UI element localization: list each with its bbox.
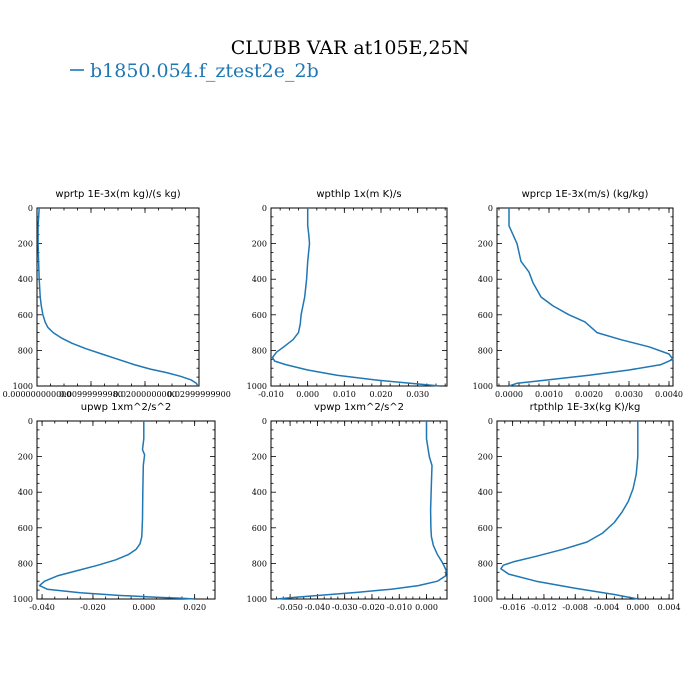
x-tick-label: 0.020 [183,603,206,612]
x-tick-label: -0.030 [332,603,358,612]
y-tick-label: 0 [28,204,33,213]
y-tick-label: 0 [262,204,267,213]
x-tick-label: 0.0010 [535,390,563,399]
x-tick-label: -0.040 [305,603,331,612]
y-tick-label: 400 [478,488,493,497]
panel-title: upwp 1xm^2/s^2 [81,402,171,413]
x-tick-label: -0.016 [500,603,526,612]
y-tick-label: 400 [18,488,33,497]
x-tick-label: -0.008 [562,603,588,612]
y-tick-label: 600 [252,524,267,533]
y-tick-label: 0 [488,204,493,213]
y-tick-label: 600 [478,311,493,320]
x-tick-label: 0.020 [370,390,393,399]
y-tick-label: 600 [478,524,493,533]
y-tick-label: 1000 [473,595,493,604]
y-tick-label: 0 [488,417,493,426]
y-tick-label: 1000 [247,595,267,604]
y-tick-label: 800 [478,559,493,568]
x-tick-label: 0.004 [658,603,681,612]
y-tick-label: 200 [18,453,33,462]
y-tick-label: 600 [252,311,267,320]
panel-title: wprcp 1E-3x(m/s) (kg/kg) [522,189,649,200]
x-tick-label: 0.030 [406,390,429,399]
series-line [276,421,447,600]
y-tick-label: 800 [18,346,33,355]
y-tick-label: 200 [252,240,267,249]
panel-title: wpthlp 1x(m K)/s [316,189,401,200]
y-tick-label: 200 [478,240,493,249]
x-tick-label: -0.050 [277,603,303,612]
y-tick-label: 800 [252,346,267,355]
y-tick-label: 0 [262,417,267,426]
panel-6: rtpthlp 1E-3x(kg K)/kg02004006008001000-… [473,402,681,612]
y-tick-label: 800 [478,346,493,355]
panel-title: vpwp 1xm^2/s^2 [314,402,404,413]
y-tick-label: 1000 [13,595,33,604]
y-tick-label: 800 [18,559,33,568]
y-tick-label: 200 [252,453,267,462]
x-tick-label: 0.02999999900 [167,390,231,399]
plot-frame [270,207,448,387]
figure-title: CLUBB VAR at105E,25N [231,37,470,59]
y-tick-label: 400 [252,488,267,497]
series-line [38,421,195,600]
x-tick-label: -0.020 [80,603,106,612]
y-tick-label: 400 [18,275,33,284]
x-tick-label: -0.020 [359,603,385,612]
x-tick-label: 0.000 [132,603,155,612]
panel-3: wprcp 1E-3x(m/s) (kg/kg) 0 200 400 600 800 100… [473,189,683,399]
panel-4: upwp 1xm^2/s^2 0 200 400 600 800 1000-0.040 -0.… [13,402,216,612]
x-tick-label: -0.010 [258,390,284,399]
plot-frame [36,420,216,600]
y-tick-label: 1000 [13,382,33,391]
y-tick-label: 400 [252,275,267,284]
panel-title: wprtp 1E-3x(m kg)/(s kg) [55,189,180,200]
x-tick-label: 0.02000000000 [113,390,177,399]
x-tick-label: 0.0000 [495,390,523,399]
x-tick-label: 0.000 [626,603,649,612]
series-line [37,207,199,387]
y-tick-label: 0 [28,417,33,426]
series-line [271,208,440,387]
y-tick-label: 600 [18,311,33,320]
x-tick-label: -0.012 [531,603,557,612]
x-tick-label: 0.000 [415,603,438,612]
x-tick-label: 0.010 [333,390,356,399]
x-tick-label: 0.0020 [575,390,603,399]
panel-title: rtpthlp 1E-3x(kg K)/kg [530,402,641,413]
x-tick-label: 0.0030 [615,390,643,399]
x-tick-label: 0.0040 [655,390,683,399]
y-tick-label: 800 [252,559,267,568]
plot-frame [270,420,448,600]
panel-2: wpthlp 1x(m K)/s 0 200 400 600 800 1000-0.010 0… [247,189,448,399]
x-tick-label: 0.000000000000 [3,390,72,399]
y-tick-label: 200 [18,240,33,249]
x-tick-label: 0.00999999980 [59,390,123,399]
y-tick-label: 600 [18,524,33,533]
x-tick-label: -0.010 [386,603,412,612]
series-line [508,208,674,387]
plot-frame [496,420,674,600]
y-tick-label: 1000 [247,382,267,391]
y-tick-label: 200 [478,453,493,462]
series-line [500,421,639,600]
y-tick-label: 400 [478,275,493,284]
x-tick-label: -0.004 [594,603,620,612]
x-tick-label: 0.000 [296,390,319,399]
panel-1: wprtp 1E-3x(m kg)/(s kg) 0 200 400 600 800 100… [3,189,231,399]
y-tick-label: 1000 [473,382,493,391]
panel-grid: wprtp 1E-3x(m kg)/(s kg) 0 200 400 600 800 100… [3,189,683,612]
plot-frame [496,207,674,387]
legend-label: b1850.054.f_ztest2e_2b [90,60,319,82]
x-tick-label: -0.040 [29,603,55,612]
